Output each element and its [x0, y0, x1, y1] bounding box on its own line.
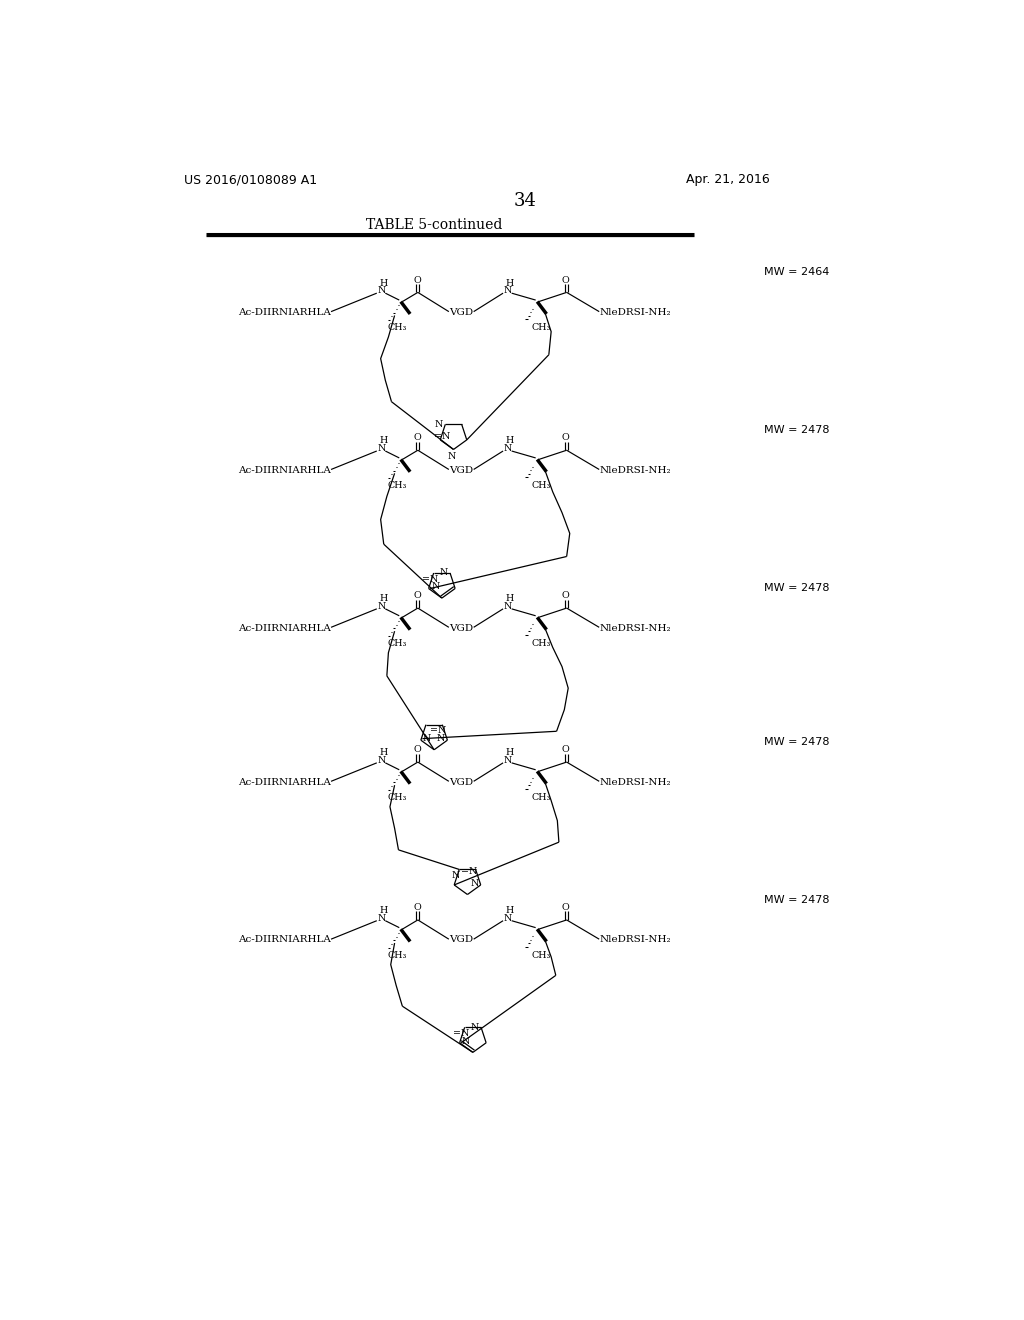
- Text: VGD: VGD: [450, 936, 473, 944]
- Text: O: O: [562, 433, 569, 442]
- Text: CH₃: CH₃: [387, 793, 407, 803]
- Text: Ac-DIIRNIARHLA: Ac-DIIRNIARHLA: [239, 777, 331, 787]
- Text: US 2016/0108089 A1: US 2016/0108089 A1: [183, 173, 316, 186]
- Text: O: O: [562, 276, 569, 285]
- Text: CH₃: CH₃: [387, 482, 407, 490]
- Text: Ac-DIIRNIARHLA: Ac-DIIRNIARHLA: [239, 308, 331, 317]
- Text: N: N: [452, 871, 461, 880]
- Text: N: N: [504, 286, 512, 296]
- Text: N: N: [439, 569, 449, 577]
- Text: NleDRSI-NH₂: NleDRSI-NH₂: [599, 308, 671, 317]
- Text: N: N: [423, 734, 431, 743]
- Text: MW = 2478: MW = 2478: [764, 895, 829, 906]
- Text: O: O: [414, 433, 421, 442]
- Text: N: N: [470, 879, 478, 888]
- Text: MW = 2478: MW = 2478: [764, 583, 829, 593]
- Text: N: N: [471, 1023, 479, 1032]
- Text: MW = 2478: MW = 2478: [764, 737, 829, 747]
- Text: H: H: [380, 907, 388, 915]
- Text: O: O: [414, 746, 421, 754]
- Text: O: O: [562, 903, 569, 912]
- Text: N: N: [504, 445, 512, 453]
- Text: CH₃: CH₃: [387, 950, 407, 960]
- Text: MW = 2464: MW = 2464: [764, 268, 828, 277]
- Text: H: H: [380, 437, 388, 445]
- Text: H: H: [506, 279, 514, 288]
- Text: Apr. 21, 2016: Apr. 21, 2016: [686, 173, 770, 186]
- Text: NleDRSI-NH₂: NleDRSI-NH₂: [599, 936, 671, 944]
- Text: CH₃: CH₃: [531, 639, 551, 648]
- Text: MW = 2478: MW = 2478: [764, 425, 829, 436]
- Text: H: H: [380, 748, 388, 758]
- Text: CH₃: CH₃: [531, 323, 551, 333]
- Text: H: H: [506, 907, 514, 915]
- Text: Ac-DIIRNIARHLA: Ac-DIIRNIARHLA: [239, 936, 331, 944]
- Text: O: O: [562, 746, 569, 754]
- Text: VGD: VGD: [450, 777, 473, 787]
- Text: N: N: [431, 582, 439, 590]
- Text: N: N: [377, 756, 386, 766]
- Text: NleDRSI-NH₂: NleDRSI-NH₂: [599, 777, 671, 787]
- Text: N: N: [377, 602, 386, 611]
- Text: O: O: [562, 591, 569, 601]
- Text: =N: =N: [422, 574, 438, 583]
- Text: NleDRSI-NH₂: NleDRSI-NH₂: [599, 466, 671, 475]
- Text: CH₃: CH₃: [387, 639, 407, 648]
- Text: VGD: VGD: [450, 623, 473, 632]
- Text: TABLE 5-continued: TABLE 5-continued: [366, 218, 503, 232]
- Text: 34: 34: [513, 191, 537, 210]
- Text: N: N: [437, 734, 445, 743]
- Text: NleDRSI-NH₂: NleDRSI-NH₂: [599, 623, 671, 632]
- Text: H: H: [506, 437, 514, 445]
- Text: =N: =N: [434, 433, 451, 441]
- Text: CH₃: CH₃: [387, 323, 407, 333]
- Text: O: O: [414, 903, 421, 912]
- Text: H: H: [380, 594, 388, 603]
- Text: VGD: VGD: [450, 308, 473, 317]
- Text: N: N: [447, 451, 456, 461]
- Text: N: N: [504, 602, 512, 611]
- Text: =N: =N: [453, 1030, 469, 1038]
- Text: N: N: [435, 420, 443, 429]
- Text: H: H: [506, 594, 514, 603]
- Text: N: N: [377, 913, 386, 923]
- Text: =N: =N: [461, 867, 477, 876]
- Text: CH₃: CH₃: [531, 793, 551, 803]
- Text: Ac-DIIRNIARHLA: Ac-DIIRNIARHLA: [239, 623, 331, 632]
- Text: N: N: [504, 913, 512, 923]
- Text: CH₃: CH₃: [531, 950, 551, 960]
- Text: H: H: [506, 748, 514, 758]
- Text: H: H: [380, 279, 388, 288]
- Text: CH₃: CH₃: [531, 482, 551, 490]
- Text: O: O: [414, 276, 421, 285]
- Text: Ac-DIIRNIARHLA: Ac-DIIRNIARHLA: [239, 466, 331, 475]
- Text: =N: =N: [430, 726, 446, 734]
- Text: N: N: [377, 445, 386, 453]
- Text: N: N: [504, 756, 512, 766]
- Text: N: N: [462, 1036, 470, 1045]
- Text: N: N: [377, 286, 386, 296]
- Text: O: O: [414, 591, 421, 601]
- Text: VGD: VGD: [450, 466, 473, 475]
